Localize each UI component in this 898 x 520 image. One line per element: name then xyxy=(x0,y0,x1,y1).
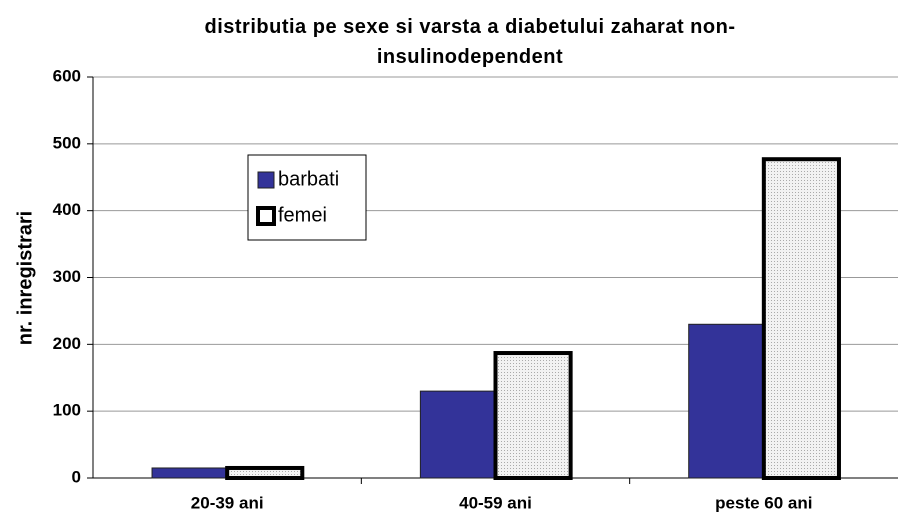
bar xyxy=(761,157,841,481)
legend-label: barbati xyxy=(278,168,339,190)
bar xyxy=(493,351,573,480)
x-tick-label: 20-39 ani xyxy=(191,493,264,512)
y-tick-label: 400 xyxy=(53,200,81,219)
chart-title: distributia pe sexe si varsta a diabetul… xyxy=(204,16,736,68)
x-tick-label: peste 60 ani xyxy=(715,493,812,512)
bar xyxy=(225,465,305,481)
y-tick-label: 100 xyxy=(53,401,81,420)
y-tick-label: 500 xyxy=(53,133,81,152)
legend-swatch xyxy=(256,206,276,226)
bar xyxy=(151,467,228,479)
legend: barbati femei xyxy=(247,154,367,241)
y-tick-label: 600 xyxy=(53,66,81,85)
legend-label: femei xyxy=(278,204,327,226)
y-tick-label: 300 xyxy=(53,267,81,286)
x-tick-label: 40-59 ani xyxy=(459,493,532,512)
bar xyxy=(419,390,496,479)
y-tick-label: 200 xyxy=(53,334,81,353)
y-tick-label: 0 xyxy=(72,467,81,486)
bar xyxy=(688,323,765,479)
legend-swatch xyxy=(257,171,275,189)
y-axis-label: nr. inregistrari xyxy=(14,211,36,346)
legend-box xyxy=(247,154,367,241)
